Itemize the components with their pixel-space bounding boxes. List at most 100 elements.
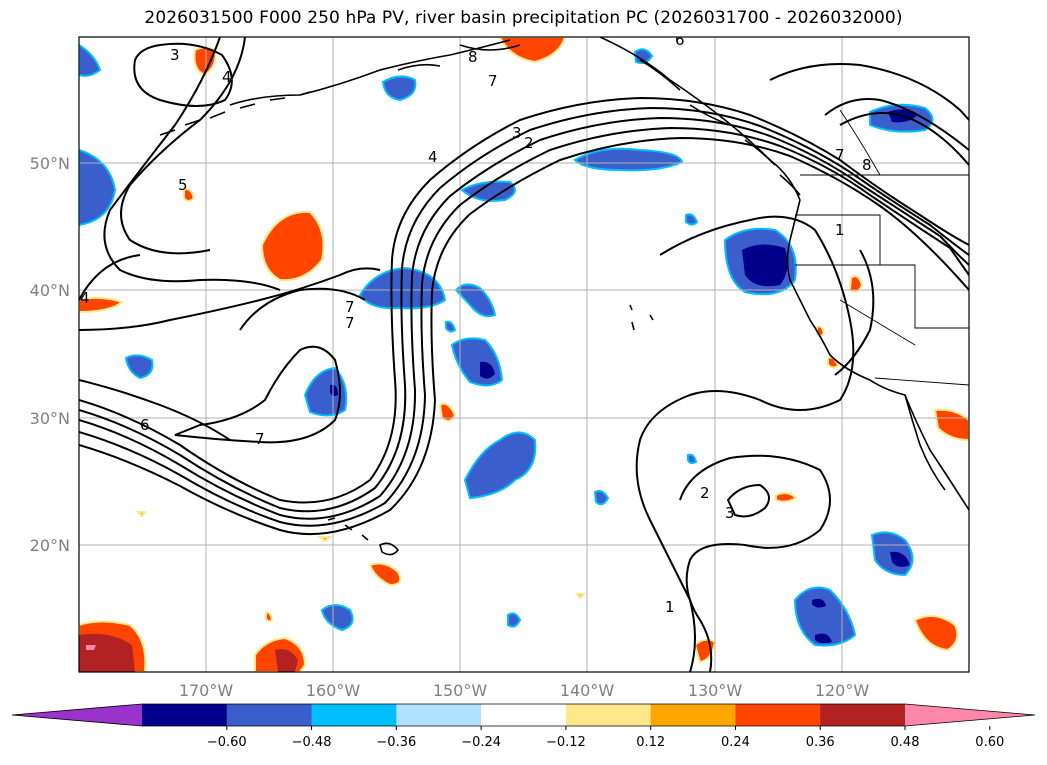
neg-anom-small-5	[445, 320, 457, 333]
pos-anom-17n	[368, 562, 402, 587]
contour-label: 5	[178, 176, 188, 194]
contour-labels: 3 4 8 7 3 2 4 5 4 7 7 6 7 2 3 1 7 8 1 6	[80, 31, 872, 616]
neg-anom-15n	[793, 586, 857, 647]
lat-label-50n: 50°N	[30, 154, 70, 173]
contour-label: 7	[488, 72, 498, 90]
colorbar-segment	[650, 704, 736, 726]
pos-anom-ca-1	[848, 275, 864, 293]
neg-anom-58n-west	[79, 43, 102, 77]
colorbar-segment	[565, 704, 652, 726]
neg-anom-small-1	[507, 612, 522, 628]
neg-anom-alaska-north	[381, 75, 417, 102]
contour-7-mid	[239, 287, 366, 331]
pos-anom-small-4	[317, 536, 333, 543]
pv-contours	[79, 37, 969, 672]
pos-anom-small-3	[575, 593, 587, 600]
precip-shading	[79, 37, 969, 672]
colorbar: −0.60 −0.48 −0.36 −0.24 −0.12 0.12 0.24 0.36 0.4…	[11, 703, 1036, 750]
neg-anom-41n	[454, 283, 497, 318]
alaska-coast	[229, 39, 521, 106]
contour-label: 8	[862, 156, 872, 174]
neg-anom-16n	[320, 604, 354, 632]
pos-anom-12n-west-core	[79, 633, 135, 672]
pos-anom-13n-core	[275, 649, 298, 672]
neg-anom-15n-core	[812, 598, 832, 644]
contour-8-east	[839, 112, 969, 166]
graticule	[79, 37, 969, 672]
neg-anom-oregon-core	[742, 244, 788, 287]
jet-contour-3	[79, 116, 969, 520]
neg-anom-48n	[460, 180, 516, 202]
us-mexico-border	[874, 377, 969, 386]
colorbar-tick-label: −0.60	[207, 735, 247, 750]
contour-6-west	[79, 379, 231, 441]
jet-contour-5	[79, 136, 969, 536]
coastlines	[159, 37, 969, 556]
contour-label: 7	[835, 146, 845, 164]
neg-anom-small-6	[633, 48, 654, 65]
neg-anom-gulf-alaska	[573, 147, 684, 172]
colorbar-segment	[735, 704, 821, 726]
pos-anom-mexico	[933, 408, 969, 442]
baja	[904, 394, 946, 491]
contour-label: 6	[140, 416, 150, 434]
contour-6-outer	[79, 267, 381, 331]
contour-3-loop	[726, 483, 770, 518]
longitude-labels: 170°W 160°W 150°W 140°W 130°W 120°W	[179, 681, 870, 700]
or-ca-border	[795, 264, 969, 329]
colorbar-tick-label: 0.12	[636, 735, 665, 750]
us-west-coast	[786, 199, 969, 511]
contour-2-inner	[679, 454, 831, 672]
bc-islands	[639, 59, 801, 196]
lon-label-150w: 150°W	[433, 681, 488, 700]
neg-anom-35n-core	[480, 361, 495, 379]
neg-anom-35n-west	[124, 354, 154, 380]
ca-nv-border	[839, 299, 916, 346]
contour-label: 4	[222, 68, 232, 86]
colorbar-tick-label: −0.48	[292, 735, 332, 750]
colorbar-tick-label: 0.48	[891, 735, 920, 750]
lat-label-30n: 30°N	[30, 409, 70, 428]
colorbar-segment	[481, 704, 567, 726]
contour-label: 7	[345, 314, 355, 332]
contour-5	[103, 37, 281, 291]
contour-2-pacific	[635, 215, 855, 672]
map-title: 2026031500 F000 250 hPa PV, river basin …	[144, 8, 903, 28]
contour-label: 3	[170, 46, 180, 64]
lat-label-40n: 40°N	[30, 281, 70, 300]
colorbar-tick-label: −0.12	[546, 735, 586, 750]
jet-contour-1	[79, 96, 969, 504]
lat-label-20n: 20°N	[30, 536, 70, 555]
contour-1-east	[769, 63, 969, 121]
map-frame	[78, 36, 970, 673]
alaska-panhandle	[599, 37, 801, 201]
neg-anom-small-4	[687, 453, 698, 465]
neg-anom-33n	[303, 366, 348, 417]
neg-anom-45n-west	[79, 148, 117, 227]
colorbar-segment	[396, 704, 482, 726]
contour-4-west	[79, 254, 141, 301]
colorbar-extension-high	[905, 704, 1035, 726]
jet-contour-4	[79, 126, 969, 527]
pos-anom-48n-west	[183, 188, 196, 202]
wa-or-border	[795, 214, 881, 265]
contour-label: 6	[675, 31, 685, 49]
map-background	[79, 37, 969, 672]
colorbar-segment	[311, 704, 397, 726]
contour-label: 3	[512, 124, 522, 142]
contour-7-east	[824, 98, 969, 151]
colorbar-extension-low	[12, 704, 142, 726]
contour-label: 7	[255, 430, 265, 448]
colorbar-tick-label: −0.24	[461, 735, 501, 750]
latitude-labels: 50°N 40°N 30°N 20°N	[30, 154, 70, 555]
contour-label: 4	[80, 289, 90, 307]
neg-anom-small-2	[593, 489, 610, 506]
pos-anom-39n-west	[79, 296, 125, 314]
colorbar-tick-label: −0.36	[376, 735, 416, 750]
lon-label-160w: 160°W	[306, 681, 361, 700]
pos-anom-14n-east	[913, 615, 959, 652]
colorbar-segment	[142, 704, 228, 726]
neg-anom-midpacific	[358, 266, 447, 310]
bc-alberta-border	[839, 109, 881, 176]
